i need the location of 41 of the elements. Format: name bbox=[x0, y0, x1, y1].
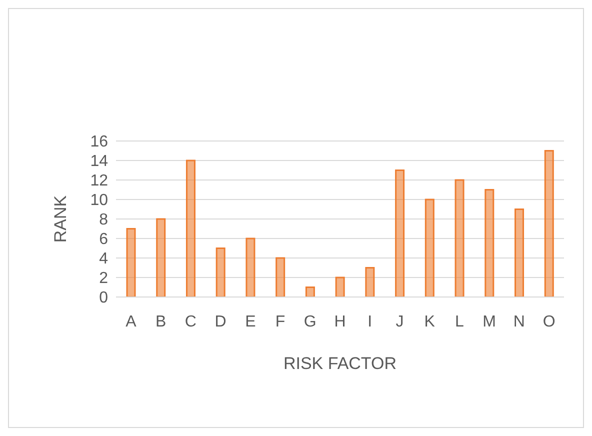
bar bbox=[514, 208, 524, 297]
bar bbox=[276, 257, 286, 297]
bar bbox=[305, 286, 315, 297]
x-tick-label: L bbox=[455, 313, 464, 330]
y-tick-label: 14 bbox=[90, 153, 108, 170]
bar bbox=[216, 248, 226, 297]
x-tick-label: A bbox=[126, 313, 137, 330]
x-tick-label: N bbox=[513, 313, 525, 330]
bar bbox=[454, 179, 464, 297]
x-tick-label: J bbox=[396, 313, 404, 330]
y-tick-label: 6 bbox=[99, 231, 108, 248]
x-tick-label: H bbox=[334, 313, 346, 330]
bar bbox=[156, 218, 166, 297]
y-tick-label: 12 bbox=[90, 172, 108, 190]
bar bbox=[126, 228, 136, 297]
x-tick-label: I bbox=[368, 313, 372, 330]
y-tick-label: 8 bbox=[99, 212, 108, 229]
x-tick-label: C bbox=[184, 313, 196, 330]
bar bbox=[335, 276, 345, 297]
bar bbox=[424, 198, 434, 297]
x-axis-title: RISK FACTOR bbox=[283, 354, 397, 373]
bar bbox=[484, 189, 494, 297]
x-tick-label: O bbox=[542, 313, 556, 330]
y-axis-title: RANK bbox=[51, 194, 70, 243]
bar bbox=[186, 160, 196, 297]
x-tick-label: D bbox=[214, 313, 226, 330]
x-tick-label: E bbox=[245, 313, 256, 330]
x-tick-label: B bbox=[155, 313, 166, 330]
y-tick-label: 16 bbox=[90, 134, 108, 151]
bar bbox=[365, 267, 375, 297]
x-tick-label: F bbox=[275, 313, 286, 330]
y-tick-label: 4 bbox=[99, 250, 108, 268]
bar bbox=[544, 150, 554, 297]
x-tick-label: G bbox=[304, 313, 316, 330]
y-tick-label: 10 bbox=[90, 192, 108, 210]
x-tick-label: K bbox=[424, 313, 436, 330]
bar bbox=[395, 170, 405, 297]
y-tick-label: 2 bbox=[99, 270, 108, 288]
x-tick-label: M bbox=[482, 313, 496, 330]
y-tick-label: 0 bbox=[99, 290, 108, 307]
bar bbox=[246, 238, 256, 297]
